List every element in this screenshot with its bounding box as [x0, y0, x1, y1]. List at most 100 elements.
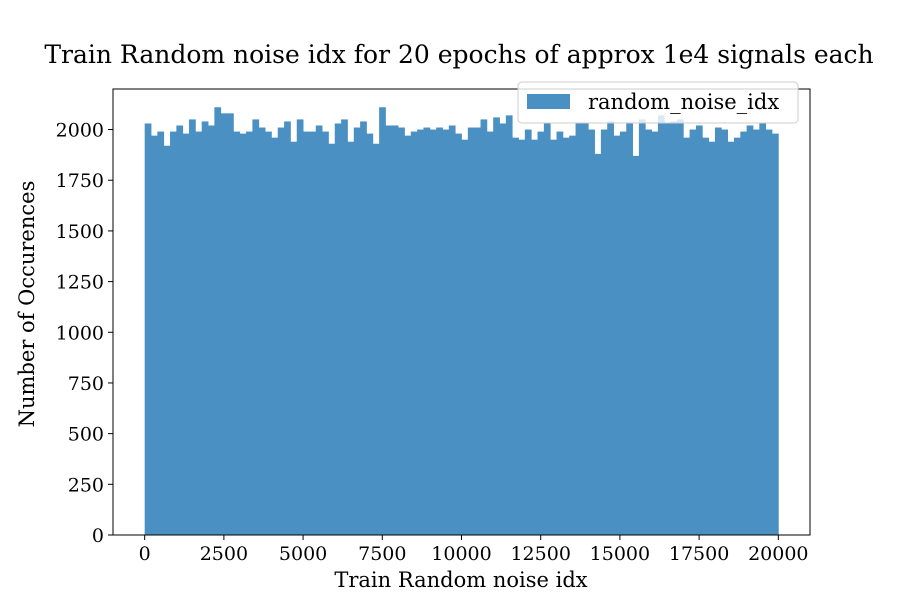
histogram-bar [740, 131, 748, 535]
histogram-bar [220, 113, 228, 535]
histogram-bar [670, 121, 678, 535]
histogram-bar [189, 119, 196, 535]
chart-title: Train Random noise idx for 20 epochs of … [44, 40, 873, 69]
histogram-bar [664, 123, 671, 536]
histogram-bar [277, 127, 285, 535]
histogram-bar [151, 135, 158, 536]
histogram-bar [252, 119, 260, 535]
histogram-bar [499, 123, 507, 536]
y-tick-label: 2000 [56, 120, 104, 142]
histogram-bar [296, 119, 304, 535]
histogram-bar [683, 137, 691, 535]
histogram-bar [372, 143, 380, 535]
histogram-bar [410, 131, 418, 535]
histogram-bar [208, 125, 215, 535]
x-tick-label: 10000 [431, 543, 491, 565]
histogram-bar [214, 107, 222, 535]
histogram-bar [239, 133, 247, 535]
histogram-bar [436, 127, 443, 535]
histogram-bar [360, 121, 367, 535]
histogram-bar [423, 127, 431, 535]
histogram-bar [442, 129, 450, 535]
histogram-bar [619, 131, 627, 535]
x-tick-label: 15000 [590, 543, 650, 565]
histogram-bar [727, 141, 735, 535]
histogram-bar [695, 125, 703, 535]
histogram-bar [391, 125, 399, 535]
histogram-bar [474, 127, 481, 535]
histogram-bar [531, 139, 538, 535]
histogram-bar [246, 131, 253, 535]
histogram-bar [176, 125, 184, 535]
histogram-bar [461, 139, 469, 535]
histogram-bar [759, 123, 767, 536]
histogram-bar [721, 129, 729, 535]
histogram-bar [398, 127, 405, 535]
histogram-bar [157, 131, 165, 535]
histogram-bar [638, 119, 646, 535]
histogram-bar [233, 131, 241, 535]
histogram-bar [334, 123, 342, 536]
legend: random_noise_idx [517, 81, 799, 124]
histogram-bar [676, 119, 684, 535]
histogram-bar [689, 129, 697, 535]
histogram-bar [543, 123, 551, 536]
histogram-bar [733, 137, 741, 535]
histogram-bar [512, 137, 519, 535]
histogram-bar [765, 129, 773, 535]
histogram-bar [366, 133, 374, 535]
histogram-bar [651, 131, 659, 535]
histogram-bar [594, 153, 602, 535]
y-tick-label: 0 [92, 525, 104, 547]
histogram-bar [182, 133, 190, 535]
histogram-bar [290, 141, 298, 535]
histogram-bar [752, 129, 760, 535]
histogram-bar [708, 141, 716, 535]
histogram-bar [626, 123, 633, 536]
legend-label: random_noise_idx [588, 90, 779, 114]
histogram-bar [341, 119, 348, 535]
histogram-bar [385, 125, 393, 535]
histogram-bar [562, 137, 570, 535]
histogram-bar [467, 127, 475, 535]
x-tick-label: 2500 [200, 543, 248, 565]
histogram-bar [613, 135, 621, 536]
x-axis-ticks: 0 2500 5000 7500 10000 12500 15000 17500 20000 [139, 535, 809, 565]
histogram-bar [258, 127, 266, 535]
histogram-bar [486, 131, 494, 535]
histogram-bar [518, 139, 526, 535]
x-tick-label: 7500 [358, 543, 406, 565]
x-tick-label: 12500 [510, 543, 570, 565]
histogram-bar [581, 123, 589, 536]
histogram-bar [227, 113, 234, 535]
y-tick-label: 1250 [56, 272, 104, 294]
y-tick-label: 750 [68, 373, 104, 395]
histogram-bar [347, 141, 355, 535]
x-tick-label: 5000 [279, 543, 327, 565]
histogram-bar [556, 131, 564, 535]
histogram-bar [588, 129, 595, 535]
histogram-bar [322, 131, 329, 535]
histogram-bar [702, 137, 710, 535]
histogram-bar [328, 143, 336, 535]
histogram-bar [429, 129, 437, 535]
histogram-bar [309, 131, 317, 535]
histogram-bar [746, 125, 754, 535]
y-tick-label: 1750 [56, 170, 104, 192]
histogram-bar [417, 129, 424, 535]
histogram-bar [303, 131, 310, 535]
histogram-bar [569, 135, 576, 536]
histogram-bar [480, 119, 488, 535]
histogram-bar [524, 129, 532, 535]
x-axis-label: Train Random noise idx [334, 568, 587, 592]
histogram-bar [271, 137, 279, 535]
histogram-bar [493, 117, 500, 535]
x-tick-label: 20000 [748, 543, 808, 565]
histogram-bar [575, 123, 583, 536]
y-tick-label: 250 [68, 474, 104, 496]
histogram-bar [505, 115, 513, 535]
y-tick-label: 500 [68, 424, 104, 446]
histogram-bar [455, 133, 462, 535]
histogram-bar [537, 131, 545, 535]
legend-swatch [527, 94, 570, 109]
